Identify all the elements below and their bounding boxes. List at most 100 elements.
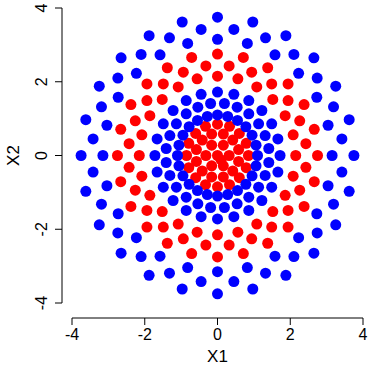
point — [162, 238, 173, 249]
point — [232, 198, 243, 209]
point — [266, 78, 277, 89]
point — [247, 283, 258, 294]
point — [252, 150, 263, 161]
point — [101, 180, 112, 191]
point — [157, 94, 168, 105]
point — [344, 114, 355, 125]
y-tick-label: 0 — [33, 151, 50, 160]
point — [219, 98, 230, 109]
point — [348, 150, 359, 161]
point — [144, 30, 155, 41]
point — [267, 206, 278, 217]
point — [206, 160, 217, 171]
point — [181, 108, 192, 119]
point — [328, 199, 339, 210]
x-tick-label: -4 — [65, 326, 79, 343]
point — [136, 129, 147, 140]
point — [212, 191, 223, 202]
point — [222, 189, 233, 200]
point — [141, 78, 152, 89]
point — [192, 73, 203, 84]
x-tick — [144, 318, 145, 325]
point — [96, 199, 107, 210]
point — [280, 30, 291, 41]
point — [134, 150, 145, 161]
point — [125, 201, 136, 212]
point — [299, 201, 310, 212]
point — [200, 150, 211, 161]
point — [212, 71, 223, 82]
point — [206, 140, 217, 151]
point — [101, 120, 112, 131]
point — [94, 219, 105, 230]
point — [262, 238, 273, 249]
point — [168, 105, 179, 116]
point — [290, 150, 301, 161]
point — [164, 170, 175, 181]
point — [266, 118, 277, 129]
y-tick-label: 4 — [33, 3, 50, 12]
point — [141, 95, 152, 106]
point — [283, 78, 294, 89]
point — [311, 208, 322, 219]
point — [232, 73, 243, 84]
point — [243, 108, 254, 119]
point — [168, 195, 179, 206]
point — [246, 67, 257, 78]
point — [115, 124, 126, 135]
point — [280, 270, 291, 281]
point — [192, 198, 203, 209]
point — [130, 115, 141, 126]
point — [164, 268, 175, 279]
point — [200, 240, 211, 251]
x-tick — [72, 318, 73, 325]
point — [260, 32, 271, 43]
point — [178, 67, 189, 78]
point — [246, 233, 257, 244]
chart: -4-2024-4-2024X1X2 — [0, 0, 370, 372]
point — [177, 17, 188, 28]
point — [161, 143, 172, 154]
point — [218, 140, 229, 151]
point — [164, 32, 175, 43]
point — [269, 251, 280, 262]
axes: -4-2024-4-2024 — [33, 3, 368, 343]
point — [182, 262, 193, 273]
point — [330, 81, 341, 92]
point — [272, 167, 283, 178]
point — [238, 248, 249, 259]
point — [177, 130, 188, 141]
point — [113, 208, 124, 219]
point — [344, 186, 355, 197]
y-tick — [55, 8, 62, 9]
y-tick-label: -4 — [33, 296, 50, 310]
point — [113, 92, 124, 103]
point — [280, 190, 291, 201]
point — [294, 185, 305, 196]
point — [164, 130, 175, 141]
x-tick-label: -2 — [138, 326, 152, 343]
point — [212, 288, 223, 299]
point — [260, 130, 271, 141]
point — [130, 185, 141, 196]
point — [251, 140, 262, 151]
point — [152, 133, 163, 144]
point — [158, 118, 169, 129]
point — [116, 248, 127, 259]
point — [312, 150, 323, 161]
point — [328, 101, 339, 112]
point — [272, 133, 283, 144]
point — [136, 251, 147, 262]
point — [152, 167, 163, 178]
point — [312, 227, 323, 238]
point — [171, 182, 182, 193]
point — [196, 24, 207, 35]
y-tick-label: -2 — [33, 222, 50, 236]
point — [186, 52, 197, 63]
point — [247, 170, 258, 181]
point — [263, 157, 274, 168]
point — [242, 262, 253, 273]
point — [224, 240, 235, 251]
point — [309, 176, 320, 187]
point — [173, 160, 184, 171]
